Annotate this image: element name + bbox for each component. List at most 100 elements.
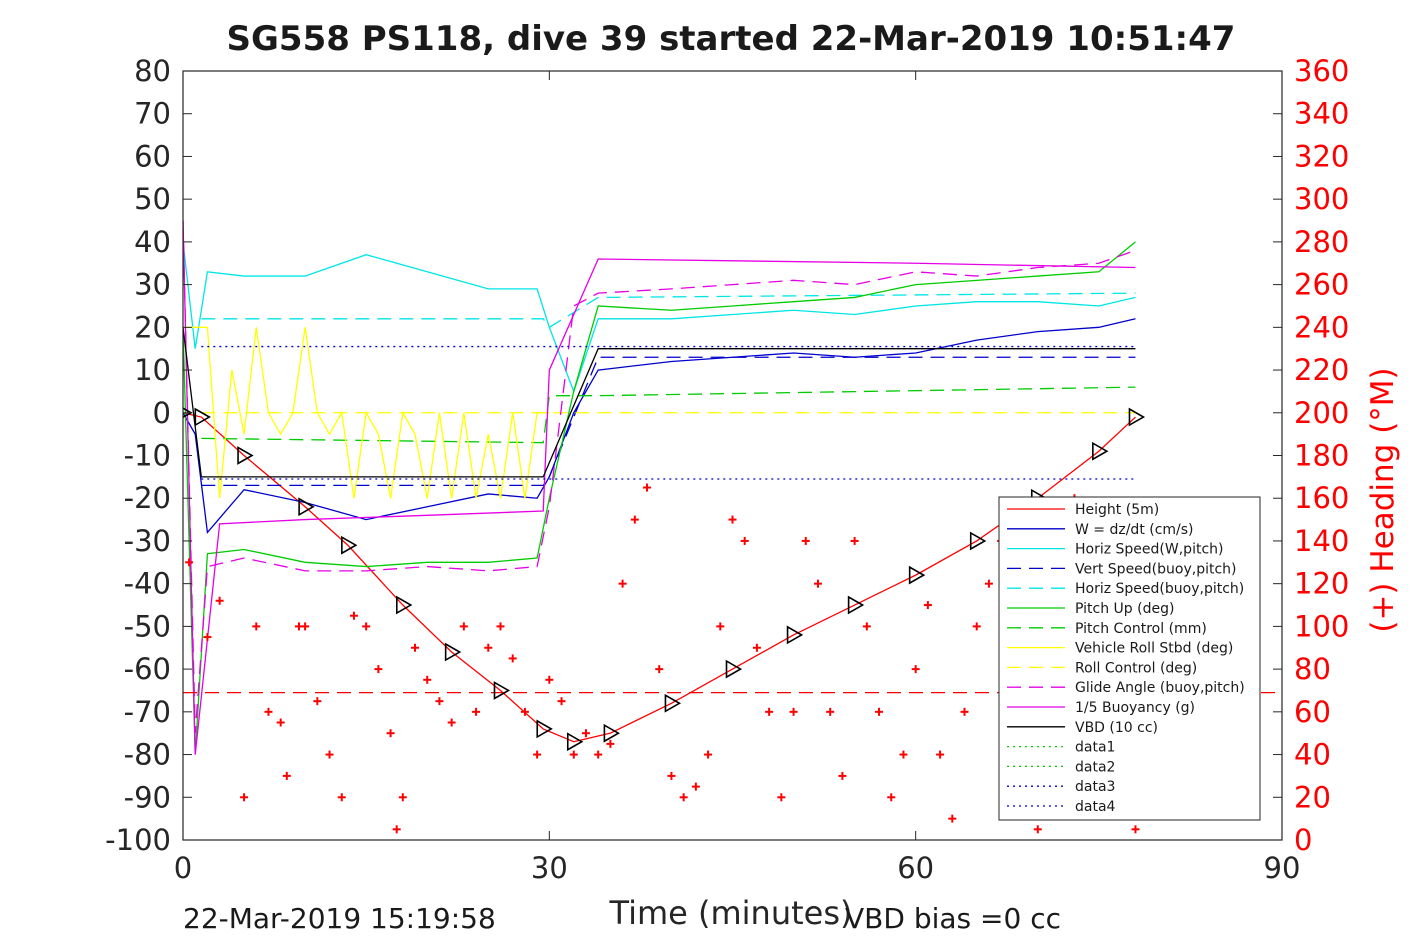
right-tick-label: 120	[1294, 567, 1349, 601]
right-tick-label: 220	[1294, 353, 1349, 387]
heading-point	[618, 579, 627, 588]
heading-point	[960, 707, 969, 716]
legend-label: Height (5m)	[1075, 502, 1159, 518]
right-tick-label: 60	[1294, 695, 1331, 729]
heading-point	[264, 707, 273, 716]
height-marker	[1092, 441, 1109, 461]
right-tick-label: 160	[1294, 481, 1349, 515]
right-axis-ticks: 3603403203002802602402202001801601401201…	[1273, 54, 1349, 857]
legend-box	[998, 496, 1261, 821]
left-tick-label: -50	[124, 609, 171, 643]
footer-timestamp: 22-Mar-2019 15:19:58	[183, 902, 496, 935]
heading-point	[240, 793, 249, 802]
heading-point	[459, 622, 468, 631]
right-tick-label: 140	[1294, 524, 1349, 558]
right-tick-label: 0	[1294, 823, 1312, 857]
heading-point	[484, 643, 493, 652]
heading-point	[392, 825, 401, 834]
legend: Height (5m) W = dz/dt (cm/s) Horiz Speed(W…	[998, 496, 1261, 821]
series-line-pitch-control-mm	[201, 386, 1136, 444]
right-axis-label: (+) Heading (°M)	[1365, 367, 1401, 632]
heading-point	[386, 729, 395, 738]
right-tick-label: 360	[1294, 54, 1349, 88]
heading-point	[948, 814, 957, 823]
height-marker	[237, 446, 254, 465]
heading-point	[447, 718, 456, 727]
heading-layer	[185, 483, 1140, 834]
heading-point	[838, 771, 847, 780]
heading-point	[655, 665, 664, 674]
chart-title: SG558 PS118, dive 39 started 22-Mar-2019…	[227, 19, 1236, 59]
legend-label: Vehicle Roll Stbd (deg)	[1075, 641, 1233, 657]
left-tick-label: -10	[124, 439, 171, 473]
heading-point	[667, 771, 676, 780]
heading-point	[606, 739, 615, 748]
x-tick-label: 30	[531, 851, 568, 885]
left-tick-label: 20	[134, 310, 171, 344]
series-line-w-dz-dt-cm-s	[183, 318, 1136, 534]
right-tick-label: 200	[1294, 396, 1349, 430]
heading-point	[545, 675, 554, 684]
heading-point	[887, 793, 896, 802]
heading-point	[972, 622, 981, 631]
height-marker	[566, 732, 584, 752]
right-tick-label: 180	[1294, 439, 1349, 473]
height-marker	[664, 693, 682, 713]
left-tick-label: -40	[124, 567, 171, 601]
x-axis-ticks: 0 30 60 90	[174, 71, 1301, 885]
left-tick-label: -90	[124, 780, 171, 814]
height-marker	[969, 531, 987, 551]
right-tick-label: 280	[1294, 225, 1349, 259]
heading-point	[398, 793, 407, 802]
x-tick-label: 0	[174, 851, 192, 885]
legend-label: data4	[1075, 799, 1116, 815]
left-tick-label: 80	[134, 54, 171, 88]
height-marker	[298, 497, 315, 517]
heading-point	[215, 596, 224, 605]
left-tick-label: 10	[134, 353, 171, 387]
heading-point	[520, 707, 529, 716]
heading-point	[923, 601, 932, 610]
right-tick-label: 40	[1294, 738, 1331, 772]
left-tick-label: -60	[124, 652, 171, 686]
heading-point	[374, 665, 383, 674]
series-line-horiz-speed-buoy-pitch	[201, 292, 1136, 329]
heading-point	[777, 793, 786, 802]
x-tick-label: 90	[1264, 851, 1301, 885]
heading-point	[850, 536, 859, 545]
left-tick-label: 40	[134, 225, 171, 259]
heading-point	[679, 793, 688, 802]
legend-label: data1	[1075, 740, 1115, 756]
height-marker	[603, 723, 621, 743]
heading-point	[899, 750, 908, 759]
heading-point	[594, 750, 603, 759]
heading-point	[643, 483, 652, 492]
legend-label: Pitch Control (mm)	[1075, 621, 1207, 637]
legend-label: Horiz Speed(W,pitch)	[1075, 542, 1223, 558]
heading-point	[875, 707, 884, 716]
heading-point	[569, 750, 578, 759]
heading-point	[936, 750, 945, 759]
right-tick-label: 80	[1294, 652, 1331, 686]
legend-label: Horiz Speed(buoy,pitch)	[1075, 581, 1244, 597]
heading-point	[557, 697, 566, 706]
legend-label: VBD (10 cc)	[1075, 720, 1158, 736]
heading-point	[508, 654, 517, 663]
heading-point	[984, 579, 993, 588]
height-marker	[493, 681, 511, 700]
height-marker	[183, 407, 193, 419]
heading-point	[435, 697, 444, 706]
heading-point	[704, 750, 713, 759]
heading-point	[765, 707, 774, 716]
heading-point	[282, 771, 291, 780]
heading-point	[496, 622, 505, 631]
heading-point	[728, 515, 737, 524]
footer-vbd-bias: VBD bias =0 cc	[845, 902, 1061, 935]
heading-point	[630, 515, 639, 524]
heading-point	[911, 665, 920, 674]
heading-point	[423, 675, 432, 684]
x-axis-label: Time (minutes)	[609, 894, 853, 932]
left-tick-label: 30	[134, 268, 171, 302]
height-marker	[1128, 407, 1146, 427]
right-tick-label: 20	[1294, 780, 1331, 814]
